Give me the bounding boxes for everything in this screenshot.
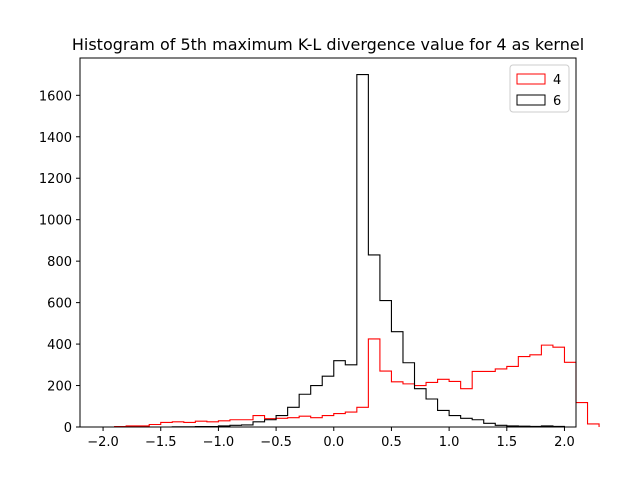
- x-tick-label: 0.5: [381, 435, 402, 450]
- legend-label-6: 6: [553, 94, 561, 109]
- y-tick-label: 800: [47, 255, 72, 270]
- y-tick-label: 200: [47, 380, 72, 395]
- x-tick-label: −0.5: [260, 435, 292, 450]
- x-tick-label: −1.5: [145, 435, 177, 450]
- x-tick-label: −2.0: [87, 435, 119, 450]
- legend-swatch-4: [516, 73, 546, 85]
- chart-title: Histogram of 5th maximum K-L divergence …: [72, 35, 584, 54]
- y-tick-label: 400: [47, 338, 72, 353]
- legend: 46: [509, 64, 570, 113]
- y-tick-label: 600: [47, 297, 72, 312]
- axes: −2.0 −1.5 −1.0 −0.5 0.0 0.5 1.0 1.5 2.0 0 200 400 60…: [39, 57, 577, 450]
- x-tick-label: −1.0: [203, 435, 235, 450]
- axes-frame: [79, 57, 577, 428]
- x-tick-label: 1.0: [439, 435, 460, 450]
- y-tick-label: 0: [64, 421, 72, 436]
- histogram-series-6: [171, 74, 566, 428]
- y-tick-label: 1000: [39, 214, 72, 229]
- legend-swatch-6: [516, 94, 546, 106]
- legend-label-4: 4: [553, 73, 561, 88]
- y-tick-label: 1200: [39, 172, 72, 187]
- y-tick-label: 1600: [39, 89, 72, 104]
- plot-area: [114, 74, 600, 428]
- y-tick-label: 1400: [39, 131, 72, 146]
- x-tick-label: 2.0: [554, 435, 575, 450]
- x-tick-label: 0.0: [323, 435, 344, 450]
- legend-box: [509, 64, 570, 113]
- x-tick-label: 1.5: [496, 435, 517, 450]
- histogram-series-4: [114, 338, 600, 428]
